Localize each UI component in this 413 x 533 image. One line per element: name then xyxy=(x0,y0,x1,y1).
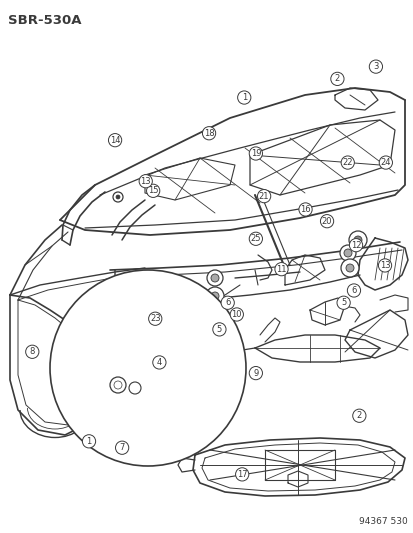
Text: 22: 22 xyxy=(342,158,352,167)
Circle shape xyxy=(348,231,366,249)
Circle shape xyxy=(148,312,161,325)
Text: 11: 11 xyxy=(275,265,286,273)
Circle shape xyxy=(353,236,361,244)
Circle shape xyxy=(298,203,311,216)
Text: 6: 6 xyxy=(351,286,356,295)
Circle shape xyxy=(139,175,152,188)
Text: 5: 5 xyxy=(216,325,221,334)
Circle shape xyxy=(230,308,243,321)
Circle shape xyxy=(206,270,223,286)
Circle shape xyxy=(349,239,362,252)
Text: 3: 3 xyxy=(373,62,377,71)
Text: 9: 9 xyxy=(253,369,258,377)
Circle shape xyxy=(82,435,95,448)
Circle shape xyxy=(108,134,121,147)
Text: 23: 23 xyxy=(150,314,160,323)
Circle shape xyxy=(110,377,126,393)
Text: 16: 16 xyxy=(299,205,310,214)
Circle shape xyxy=(211,292,218,300)
Circle shape xyxy=(152,356,166,369)
Text: 2: 2 xyxy=(356,411,361,420)
Text: 12: 12 xyxy=(350,241,361,249)
Circle shape xyxy=(336,296,349,309)
Text: 19: 19 xyxy=(250,149,261,158)
Text: 13: 13 xyxy=(140,177,151,185)
Circle shape xyxy=(347,284,360,297)
Circle shape xyxy=(235,468,248,481)
Circle shape xyxy=(221,296,234,309)
Circle shape xyxy=(330,72,343,85)
Text: 94367 530: 94367 530 xyxy=(358,517,407,526)
Text: 18: 18 xyxy=(203,129,214,138)
Circle shape xyxy=(340,259,358,277)
Circle shape xyxy=(378,156,392,169)
Text: 1: 1 xyxy=(241,93,246,102)
Text: 21: 21 xyxy=(258,192,269,200)
Circle shape xyxy=(339,245,355,261)
Text: 24: 24 xyxy=(380,158,390,167)
Circle shape xyxy=(202,127,215,140)
Circle shape xyxy=(146,184,159,197)
Circle shape xyxy=(249,232,262,245)
Circle shape xyxy=(343,249,351,257)
Text: 10: 10 xyxy=(231,310,242,319)
Circle shape xyxy=(129,382,141,394)
Circle shape xyxy=(114,381,122,389)
Text: 8: 8 xyxy=(30,348,35,356)
Text: 5: 5 xyxy=(340,298,345,307)
Text: SBR-530A: SBR-530A xyxy=(8,14,81,27)
Circle shape xyxy=(50,270,245,466)
Circle shape xyxy=(212,323,225,336)
Circle shape xyxy=(113,192,123,202)
Circle shape xyxy=(274,263,287,276)
Text: 1: 1 xyxy=(86,437,91,446)
Text: 14: 14 xyxy=(109,136,120,144)
Circle shape xyxy=(377,259,391,272)
Text: 6: 6 xyxy=(225,298,230,307)
Text: 20: 20 xyxy=(321,217,332,225)
Circle shape xyxy=(257,190,270,203)
Circle shape xyxy=(340,156,354,169)
Text: 4: 4 xyxy=(157,358,161,367)
Circle shape xyxy=(206,287,223,305)
Text: 17: 17 xyxy=(236,470,247,479)
Circle shape xyxy=(352,409,365,422)
Text: 25: 25 xyxy=(250,235,261,243)
Circle shape xyxy=(345,264,353,272)
Circle shape xyxy=(211,274,218,282)
Circle shape xyxy=(26,345,39,358)
Circle shape xyxy=(237,91,250,104)
Text: 2: 2 xyxy=(334,75,339,83)
Circle shape xyxy=(368,60,382,73)
Circle shape xyxy=(116,195,120,199)
Circle shape xyxy=(320,215,333,228)
Circle shape xyxy=(249,147,262,160)
Text: 13: 13 xyxy=(379,261,389,270)
Text: 7: 7 xyxy=(119,443,124,452)
Circle shape xyxy=(249,367,262,379)
Text: 15: 15 xyxy=(147,187,158,195)
Circle shape xyxy=(115,441,128,454)
